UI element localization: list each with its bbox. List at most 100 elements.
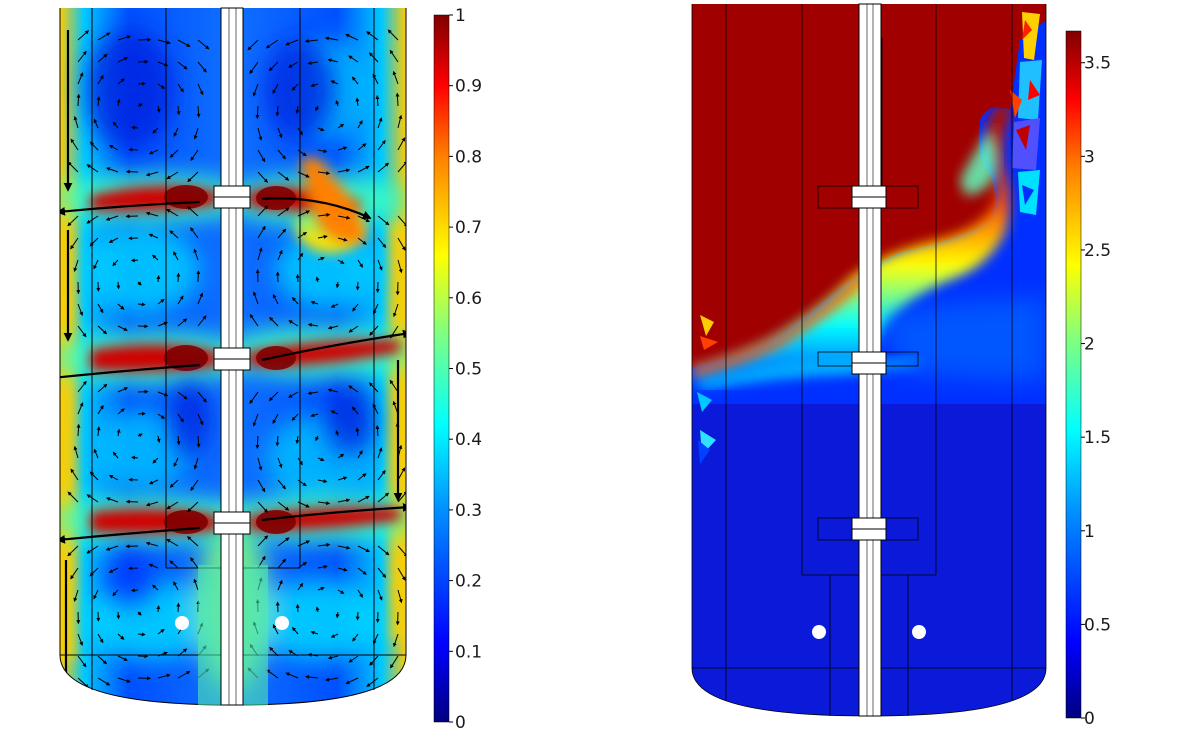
velocity-arrow <box>145 541 159 547</box>
velocity-arrow <box>77 677 89 688</box>
velocity-panel <box>59 7 407 706</box>
velocity-arrow <box>345 34 359 41</box>
velocity-arrow <box>190 149 199 161</box>
sparger-hole-right <box>275 616 289 630</box>
velocity-arrow <box>156 605 161 613</box>
velocity-arrow <box>145 211 159 217</box>
velocity-arrow <box>166 171 179 180</box>
velocity-arrow <box>257 127 263 141</box>
velocity-arrow <box>337 476 348 481</box>
velocity-arrow <box>131 455 139 460</box>
velocity-arrow <box>377 469 386 481</box>
colorbar-tick-label: 0.1 <box>455 642 482 662</box>
velocity-arrow <box>355 427 360 437</box>
colorbar-tick-label: 0 <box>1084 709 1095 729</box>
velocity-arrow <box>277 249 283 261</box>
velocity-arrow <box>291 626 299 635</box>
velocity-arrow <box>197 315 207 327</box>
velocity-arrow <box>291 413 299 421</box>
velocity-arrow <box>93 448 99 459</box>
velocity-arrow <box>265 669 279 679</box>
velocity-arrow <box>106 167 119 173</box>
velocity-arrow <box>130 258 139 263</box>
velocity-arrow <box>190 227 199 239</box>
velocity-arrow <box>297 231 308 239</box>
velocity-arrow <box>351 406 359 415</box>
velocity-arrow <box>137 632 146 637</box>
velocity-arrow <box>177 61 188 70</box>
colorbar-tick-label: 1.5 <box>1084 428 1111 448</box>
velocity-arrow <box>93 259 99 270</box>
colorbar-tick-label: 0.5 <box>1084 615 1111 635</box>
velocity-arrow <box>247 39 259 51</box>
velocity-arrow <box>317 256 325 261</box>
velocity-arrow <box>137 611 142 616</box>
velocity-arrow <box>77 72 84 85</box>
velocity-arrow <box>109 474 119 481</box>
velocity-arrow <box>357 450 363 459</box>
velocity-arrow <box>93 118 99 129</box>
velocity-arrow <box>277 171 290 181</box>
velocity-arrow <box>187 171 199 183</box>
velocity-arrow <box>166 501 179 510</box>
velocity-arrow <box>177 671 191 679</box>
velocity-arrow <box>348 385 359 393</box>
velocity-arrow <box>77 380 87 393</box>
velocity-arrow <box>177 391 188 400</box>
velocity-arrow <box>177 83 184 93</box>
velocity-arrow <box>357 143 367 151</box>
velocity-arrow <box>257 171 268 183</box>
velocity-arrow <box>190 557 199 569</box>
velocity-arrow <box>307 322 319 327</box>
velocity-arrow <box>275 435 280 447</box>
velocity-arrow <box>196 435 201 448</box>
velocity-arrow <box>157 673 171 679</box>
velocity-arrow <box>377 237 387 249</box>
concentration-colorbar: 0 0.5 1 1.5 2 2.5 3 3.5 <box>1065 30 1111 729</box>
velocity-arrow <box>355 97 360 107</box>
velocity-arrow <box>117 677 131 683</box>
velocity-colorbar: 0 0.1 0.2 0.3 0.4 0.5 0.6 0.7 0.8 0.9 1 <box>433 6 482 733</box>
velocity-arrow <box>148 479 159 485</box>
velocity-arrow <box>145 171 159 177</box>
velocity-arrow <box>305 674 319 679</box>
velocity-arrow <box>357 259 363 268</box>
velocity-arrow <box>77 325 87 338</box>
sparger-hole-left <box>175 616 189 630</box>
velocity-arrow <box>109 144 119 151</box>
velocity-arrow <box>335 281 340 289</box>
velocity-arrow <box>97 32 111 41</box>
velocity-arrow <box>70 468 79 481</box>
velocity-arrow <box>397 114 403 129</box>
concentration-panel <box>691 3 1047 717</box>
velocity-arrow <box>257 247 263 261</box>
velocity-arrow <box>257 457 263 471</box>
velocity-arrow <box>395 92 400 107</box>
velocity-arrow <box>393 303 399 318</box>
velocity-arrow <box>117 655 128 661</box>
velocity-arrow <box>257 149 266 163</box>
velocity-arrow <box>327 325 339 330</box>
velocity-arrow <box>249 61 259 75</box>
velocity-arrow <box>112 121 119 129</box>
velocity-arrow <box>337 146 348 151</box>
velocity-arrow <box>117 78 125 85</box>
velocity-arrow <box>348 655 359 663</box>
velocity-arrow <box>277 457 283 469</box>
velocity-arrow <box>268 61 279 72</box>
velocity-arrow <box>73 589 79 602</box>
velocity-arrow <box>375 425 380 437</box>
velocity-arrow <box>315 606 320 613</box>
velocity-arrow <box>137 433 143 438</box>
velocity-arrow <box>275 105 280 117</box>
velocity-arrow <box>317 586 325 591</box>
velocity-arrow <box>177 39 191 47</box>
velocity-arrow <box>117 325 128 331</box>
velocity-arrow <box>130 588 139 593</box>
velocity-arrow <box>335 430 340 437</box>
velocity-arrow <box>277 228 287 239</box>
velocity-arrow <box>252 83 259 97</box>
velocity-arrow <box>351 76 359 85</box>
velocity-arrow <box>288 61 299 68</box>
colorbar-tick-label: 0 <box>455 713 466 733</box>
